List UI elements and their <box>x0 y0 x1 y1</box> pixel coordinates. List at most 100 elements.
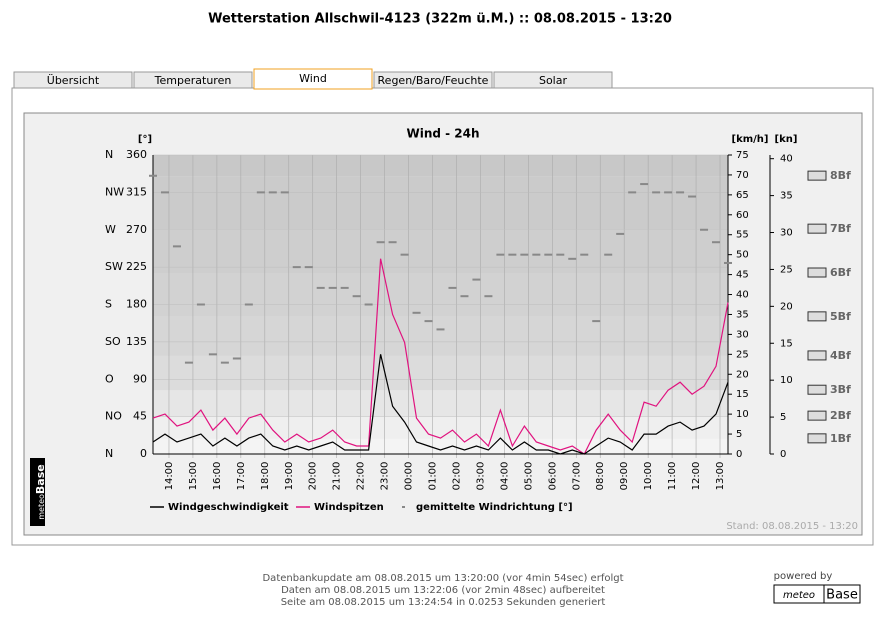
compass-label: W <box>105 223 116 236</box>
tab-label[interactable]: Temperaturen <box>154 74 232 87</box>
x-tick-label: 22:00 <box>356 462 367 491</box>
logo-side: meteo <box>37 494 46 520</box>
y2-tick-label: 0 <box>736 449 742 460</box>
bf-band <box>153 416 728 439</box>
tab[interactable] <box>373 71 493 89</box>
x-tick-label: 14:00 <box>164 462 175 491</box>
bf-box <box>807 311 827 322</box>
direction-mark <box>484 295 493 298</box>
y-tick-label: 360 <box>126 148 147 161</box>
direction-mark <box>628 191 637 194</box>
direction-mark <box>424 320 433 323</box>
direction-mark <box>208 353 217 356</box>
direction-mark <box>412 311 421 314</box>
bf-label: 6Bf <box>830 266 851 279</box>
footer-logo: meteo <box>783 590 815 601</box>
x-tick-label: 03:00 <box>475 462 486 491</box>
direction-mark <box>520 253 529 256</box>
bf-box <box>807 223 827 234</box>
bf-box <box>807 350 827 361</box>
direction-mark <box>448 286 457 289</box>
y2-tick-label: 5 <box>736 429 742 440</box>
bf-box <box>807 384 827 395</box>
tab[interactable] <box>133 71 253 89</box>
y2-tick-label: 25 <box>736 349 749 360</box>
y3-tick-label: 40 <box>780 154 793 165</box>
y-tick-label: 180 <box>126 298 147 311</box>
x-tick-label: 17:00 <box>236 462 247 491</box>
legend-label: Windgeschwindigkeit <box>168 502 289 513</box>
compass-label: NO <box>105 410 122 423</box>
x-tick-label: 16:00 <box>212 462 223 491</box>
direction-mark <box>304 266 313 269</box>
direction-mark <box>184 361 193 364</box>
y2-tick-label: 65 <box>736 190 749 201</box>
tab-label[interactable]: Regen/Baro/Feuchte <box>378 74 489 87</box>
bf-label: 2Bf <box>830 409 851 422</box>
series-line <box>152 258 729 455</box>
direction-mark <box>149 174 157 177</box>
y2-tick-label: 35 <box>736 309 749 320</box>
x-tick-label: 04:00 <box>499 462 510 491</box>
x-tick-label: 08:00 <box>595 462 606 491</box>
x-tick-label: 23:00 <box>380 462 391 491</box>
direction-mark <box>196 303 205 306</box>
tab[interactable] <box>13 71 133 89</box>
x-tick-label: 15:00 <box>188 462 199 491</box>
compass-label: N <box>105 148 113 161</box>
bf-label: 4Bf <box>830 349 851 362</box>
footer-logo: Base <box>826 588 858 603</box>
chart-title: Wind - 24h <box>406 127 479 141</box>
tab-label[interactable]: Übersicht <box>47 74 100 87</box>
compass-label: O <box>105 372 114 385</box>
direction-mark <box>316 286 325 289</box>
y-tick-label: 315 <box>126 185 147 198</box>
powered-by: powered by <box>774 571 833 582</box>
x-tick-label: 11:00 <box>667 462 678 491</box>
series-line <box>152 354 729 455</box>
tab-label[interactable]: Wind <box>299 72 327 85</box>
y2-tick-label: 20 <box>736 369 749 380</box>
direction-mark <box>232 357 241 360</box>
x-tick-label: 18:00 <box>260 462 271 491</box>
y2-tick-label: 70 <box>736 170 749 181</box>
direction-mark <box>268 191 277 194</box>
bf-band <box>153 390 728 417</box>
bf-band <box>153 176 728 230</box>
direction-mark <box>664 191 673 194</box>
y3-unit: [kn] <box>775 134 798 145</box>
direction-mark <box>436 328 445 331</box>
x-tick-label: 10:00 <box>643 462 654 491</box>
y-unit: [°] <box>138 134 152 145</box>
direction-mark <box>676 191 685 194</box>
direction-mark <box>616 232 625 235</box>
tab-label[interactable]: Solar <box>539 74 568 87</box>
direction-mark <box>508 253 517 256</box>
y2-tick-label: 30 <box>736 329 749 340</box>
bf-box <box>807 433 827 444</box>
y2-tick-label: 15 <box>736 389 749 400</box>
direction-mark <box>700 228 709 231</box>
direction-mark <box>460 295 469 298</box>
y2-tick-label: 45 <box>736 270 749 281</box>
stand: Stand: 08.08.2015 - 13:20 <box>726 521 858 532</box>
bf-band <box>153 273 728 317</box>
footer-line: Datenbankupdate am 08.08.2015 um 13:20:0… <box>262 573 623 584</box>
direction-mark <box>640 183 649 186</box>
x-tick-label: 19:00 <box>284 462 295 491</box>
direction-mark <box>724 261 732 264</box>
x-tick-label: 01:00 <box>428 462 439 491</box>
direction-mark <box>280 191 289 194</box>
y2-tick-label: 55 <box>736 230 749 241</box>
bf-label: 8Bf <box>830 169 851 182</box>
bf-label: 3Bf <box>830 383 851 396</box>
y-tick-label: 270 <box>126 223 147 236</box>
bf-box <box>807 267 827 278</box>
direction-mark <box>532 253 541 256</box>
tab[interactable] <box>253 68 373 90</box>
compass-label: SO <box>105 335 121 348</box>
tab[interactable] <box>493 71 613 89</box>
y3-tick-label: 0 <box>780 449 786 460</box>
footer-line: Daten am 08.08.2015 um 13:22:06 (vor 2mi… <box>281 585 605 596</box>
